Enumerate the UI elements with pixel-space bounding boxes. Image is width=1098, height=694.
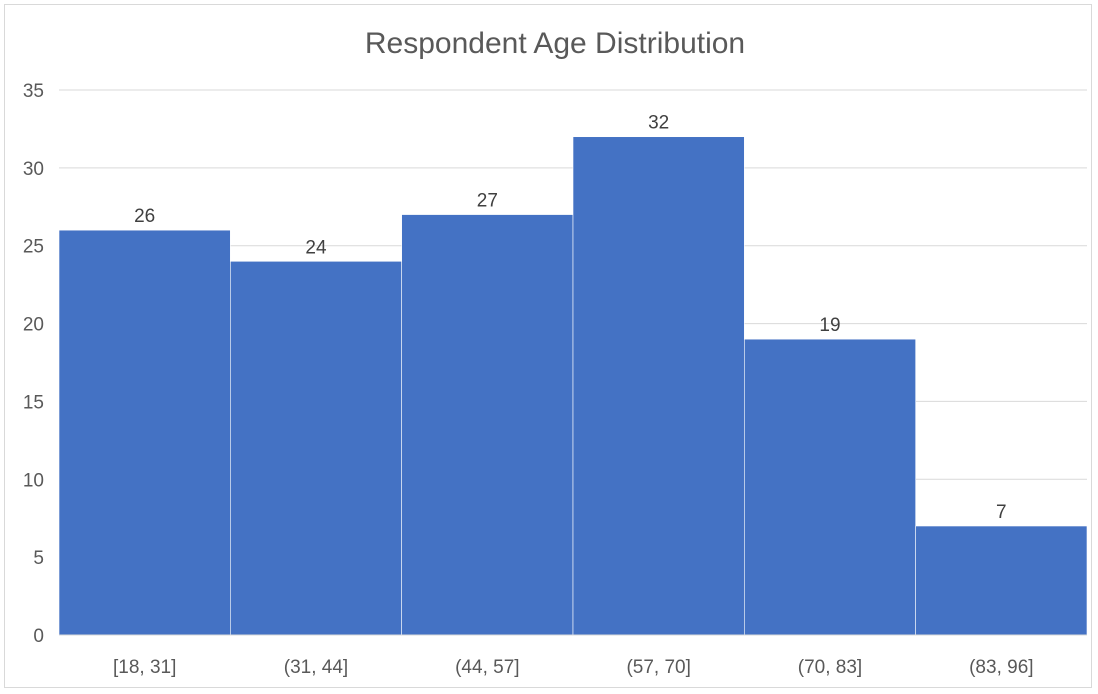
data-labels: 26 24 27 32 19 7 xyxy=(134,113,1007,523)
histogram-bar xyxy=(572,136,745,636)
bar-value-label: 24 xyxy=(305,237,327,258)
x-category-label: (44, 57] xyxy=(455,657,519,678)
histogram-bar xyxy=(58,229,231,636)
histogram-bar xyxy=(401,214,574,636)
histogram-bar xyxy=(915,525,1088,636)
y-tick-label: 25 xyxy=(23,237,44,258)
bar-value-label: 27 xyxy=(477,191,498,212)
x-category-label: (57, 70] xyxy=(626,657,690,678)
bar-value-label: 7 xyxy=(996,502,1007,523)
x-category-label: [18, 31] xyxy=(113,657,176,678)
histogram-bar xyxy=(230,260,402,636)
chart-title: Respondent Age Distribution xyxy=(365,27,745,60)
y-axis-ticks: 0 5 10 15 20 25 30 35 xyxy=(23,81,44,647)
y-tick-label: 20 xyxy=(23,315,44,336)
y-tick-label: 10 xyxy=(23,470,44,491)
x-axis-categories: [18, 31] (31, 44] (44, 57] (57, 70] (70, 83]… xyxy=(113,657,1034,678)
bars xyxy=(58,136,1088,636)
histogram-bar xyxy=(744,338,916,636)
y-tick-label: 5 xyxy=(33,548,44,569)
y-tick-label: 15 xyxy=(23,392,44,413)
x-category-label: (31, 44] xyxy=(284,657,348,678)
bar-value-label: 32 xyxy=(648,113,669,134)
bar-value-label: 26 xyxy=(134,206,155,227)
bar-value-label: 19 xyxy=(819,315,840,336)
x-category-label: (70, 83] xyxy=(798,657,862,678)
y-tick-label: 0 xyxy=(33,626,44,647)
y-tick-label: 30 xyxy=(23,159,44,180)
x-category-label: (83, 96] xyxy=(969,657,1033,678)
y-tick-label: 35 xyxy=(23,81,44,102)
